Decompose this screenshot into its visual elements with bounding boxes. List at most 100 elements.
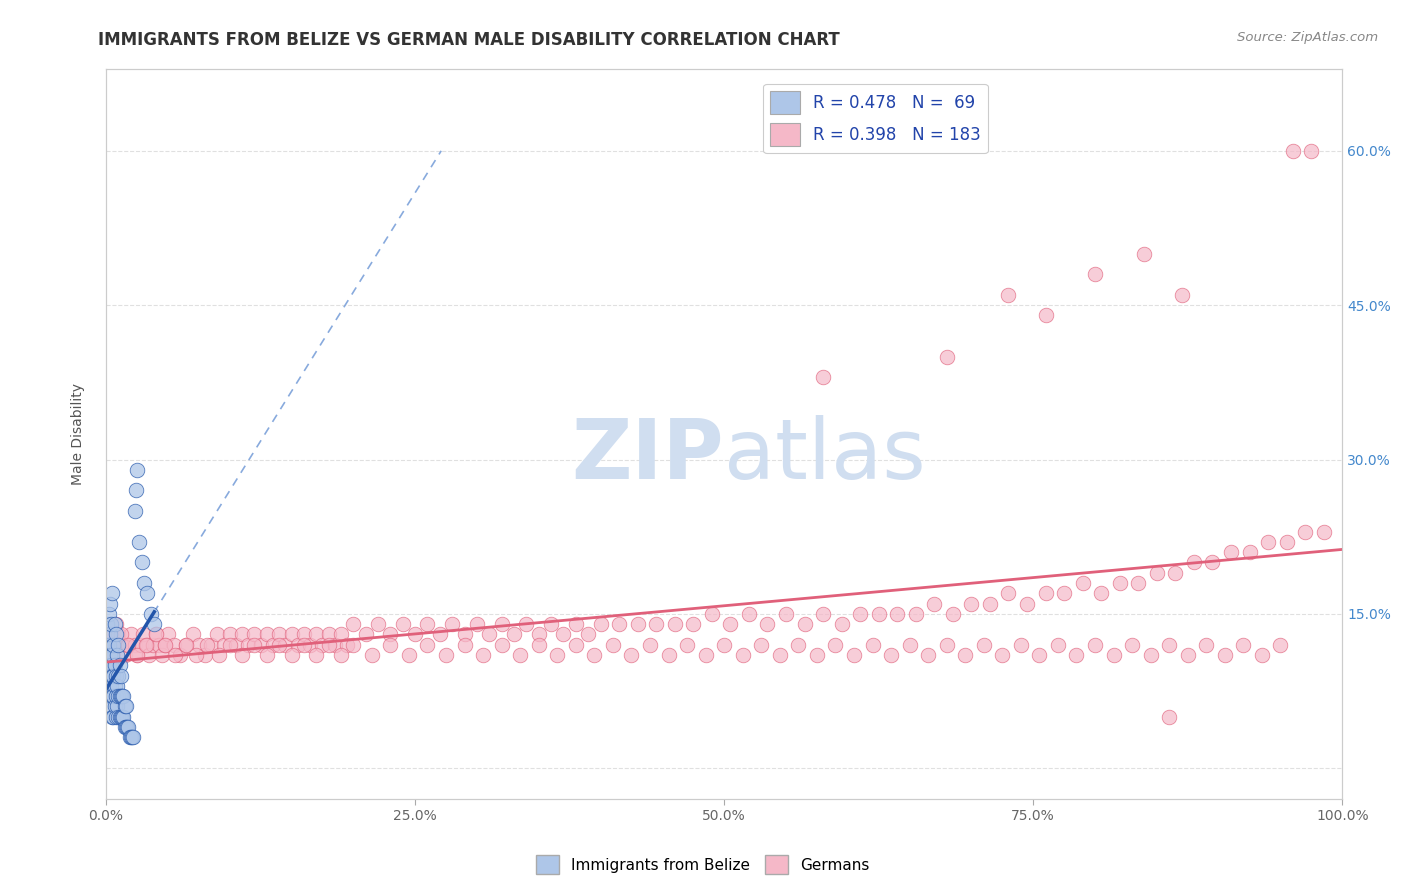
Text: IMMIGRANTS FROM BELIZE VS GERMAN MALE DISABILITY CORRELATION CHART: IMMIGRANTS FROM BELIZE VS GERMAN MALE DI…	[98, 31, 841, 49]
Point	[97, 638, 120, 652]
Point	[105, 679, 128, 693]
Point	[1177, 648, 1199, 662]
Point	[1090, 586, 1112, 600]
Point	[103, 710, 125, 724]
Point	[114, 699, 136, 714]
Point	[1294, 524, 1316, 539]
Point	[1159, 638, 1181, 652]
Point	[194, 648, 217, 662]
Point	[1015, 597, 1038, 611]
Point	[103, 638, 125, 652]
Point	[862, 638, 884, 652]
Point	[103, 648, 125, 662]
Point	[225, 638, 247, 652]
Point	[118, 731, 141, 745]
Point	[115, 699, 138, 714]
Point	[114, 648, 136, 662]
Point	[1102, 648, 1125, 662]
Point	[1232, 638, 1254, 652]
Point	[269, 627, 291, 641]
Point	[960, 597, 983, 611]
Point	[811, 370, 834, 384]
Point	[103, 689, 125, 703]
Point	[1146, 566, 1168, 580]
Point	[98, 689, 121, 703]
Point	[96, 658, 118, 673]
Point	[169, 648, 191, 662]
Point	[886, 607, 908, 621]
Point	[125, 648, 148, 662]
Point	[323, 638, 346, 652]
Point	[749, 638, 772, 652]
Point	[935, 638, 957, 652]
Point	[1251, 648, 1274, 662]
Point	[997, 288, 1019, 302]
Point	[472, 648, 495, 662]
Point	[129, 638, 152, 652]
Point	[145, 627, 167, 641]
Point	[269, 638, 291, 652]
Point	[453, 627, 475, 641]
Point	[100, 627, 122, 641]
Point	[200, 638, 222, 652]
Point	[391, 617, 413, 632]
Point	[305, 627, 328, 641]
Point	[491, 617, 513, 632]
Point	[107, 627, 129, 641]
Text: atlas: atlas	[724, 415, 927, 496]
Point	[342, 638, 364, 652]
Point	[793, 617, 815, 632]
Point	[125, 648, 148, 662]
Point	[104, 617, 127, 632]
Point	[124, 638, 146, 652]
Point	[904, 607, 927, 621]
Point	[1164, 566, 1187, 580]
Point	[576, 627, 599, 641]
Point	[565, 638, 588, 652]
Point	[1066, 648, 1088, 662]
Point	[115, 720, 138, 734]
Point	[311, 638, 333, 652]
Point	[104, 627, 127, 641]
Point	[718, 617, 741, 632]
Point	[148, 638, 170, 652]
Point	[117, 638, 139, 652]
Point	[620, 648, 643, 662]
Point	[105, 648, 128, 662]
Point	[299, 638, 322, 652]
Point	[104, 668, 127, 682]
Point	[108, 689, 131, 703]
Point	[1133, 246, 1156, 260]
Point	[627, 617, 650, 632]
Point	[1071, 576, 1094, 591]
Point	[1084, 638, 1107, 652]
Point	[434, 648, 457, 662]
Point	[465, 617, 488, 632]
Text: Source: ZipAtlas.com: Source: ZipAtlas.com	[1237, 31, 1378, 45]
Point	[207, 627, 229, 641]
Point	[100, 658, 122, 673]
Point	[503, 627, 526, 641]
Point	[101, 648, 124, 662]
Point	[924, 597, 946, 611]
Point	[181, 627, 204, 641]
Point	[380, 638, 402, 652]
Point	[1182, 556, 1205, 570]
Point	[1035, 309, 1057, 323]
Point	[110, 627, 132, 641]
Point	[280, 648, 302, 662]
Point	[231, 648, 253, 662]
Point	[991, 648, 1014, 662]
Point	[104, 679, 127, 693]
Point	[583, 648, 606, 662]
Point	[101, 689, 124, 703]
Point	[589, 617, 612, 632]
Point	[187, 638, 209, 652]
Point	[105, 699, 128, 714]
Point	[1128, 576, 1150, 591]
Point	[207, 648, 229, 662]
Point	[117, 720, 139, 734]
Point	[491, 638, 513, 652]
Point	[121, 731, 143, 745]
Point	[336, 638, 359, 652]
